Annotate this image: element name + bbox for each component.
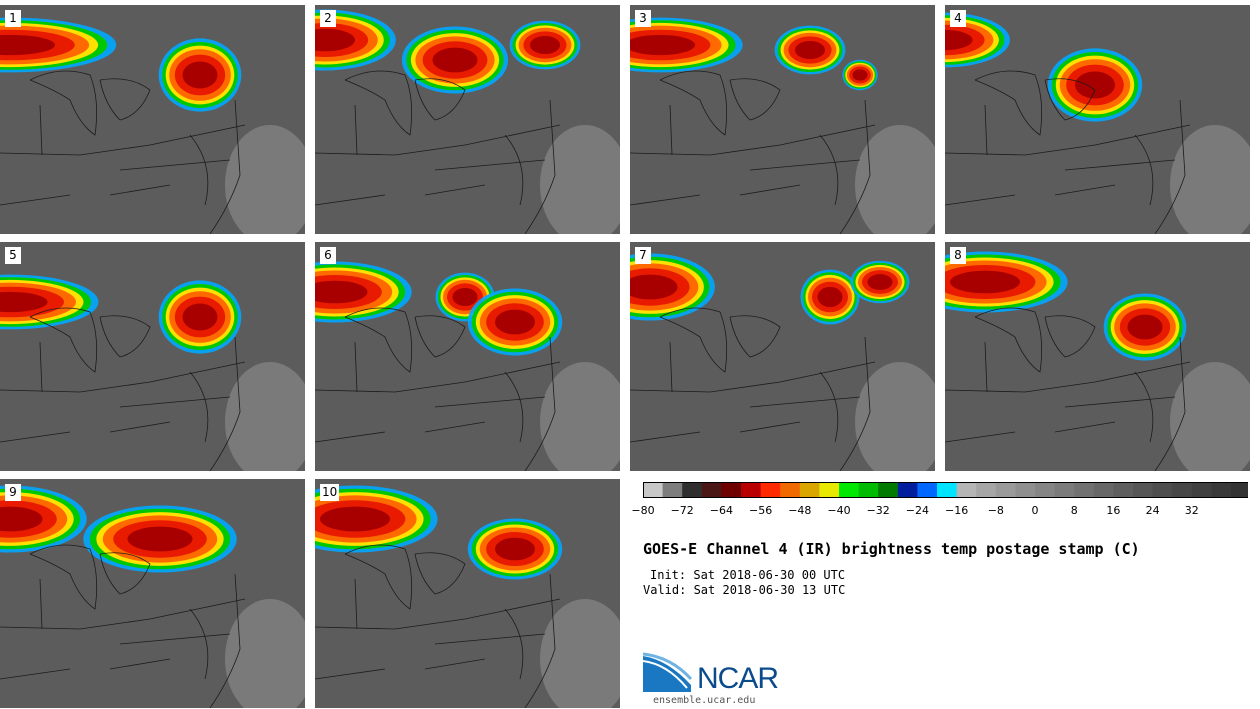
colorbar-swatch	[1113, 482, 1134, 498]
colorbar-swatch	[1093, 482, 1114, 498]
ensemble-member-panel-1: 1	[0, 5, 305, 234]
panel-number: 3	[635, 10, 651, 27]
ir-satellite-image	[630, 5, 935, 234]
colorbar-tick-label: −72	[670, 504, 694, 517]
colorbar-tick-labels: −80 −72 −64 −56 −48 −40 −32 −24 −16 −8 0 8 16 24 32	[631, 504, 1253, 518]
colorbar-swatch	[956, 482, 977, 498]
colorbar-swatch	[897, 482, 918, 498]
colorbar-tick-label: 16	[1106, 504, 1121, 517]
colorbar-swatch	[799, 482, 820, 498]
colorbar-tick-label: −24	[905, 504, 929, 517]
panel-number: 10	[320, 484, 340, 501]
ir-satellite-image	[945, 5, 1250, 234]
ensemble-member-panel-4: 4	[945, 5, 1250, 234]
ensemble-member-panel-6: 6	[315, 242, 620, 471]
colorbar-swatch	[721, 482, 742, 498]
ensemble-member-panel-2: 2	[315, 5, 620, 234]
colorbar-swatch	[1015, 482, 1036, 498]
colorbar-swatch	[760, 482, 781, 498]
colorbar-swatch	[937, 482, 958, 498]
panel-number: 9	[5, 484, 21, 501]
ensemble-member-panel-3: 3	[630, 5, 935, 234]
colorbar-swatch	[917, 482, 938, 498]
colorbar-swatch	[1074, 482, 1095, 498]
colorbar-swatch	[878, 482, 899, 498]
colorbar-swatch	[1054, 482, 1075, 498]
ensemble-member-panel-5: 5	[0, 242, 305, 471]
panel-number: 2	[320, 10, 336, 27]
colorbar-tick-label: −80	[631, 504, 655, 517]
colorbar-tick-label: 8	[1070, 504, 1078, 517]
ir-satellite-image	[315, 242, 620, 471]
colorbar-swatch	[1133, 482, 1154, 498]
colorbar-tick-label: −40	[827, 504, 851, 517]
init-time: Init: Sat 2018-06-30 00 UTC	[650, 568, 846, 582]
colorbar-swatch	[662, 482, 683, 498]
valid-time: Valid: Sat 2018-06-30 13 UTC	[643, 583, 846, 597]
temperature-colorbar	[643, 482, 1248, 498]
ir-satellite-image	[630, 242, 935, 471]
panel-number: 6	[320, 247, 336, 264]
colorbar-tick-label: −16	[944, 504, 969, 517]
colorbar-swatch	[643, 482, 664, 498]
ncar-logo-text: NCAR	[697, 662, 779, 695]
colorbar-tick-label: 24	[1145, 504, 1160, 517]
colorbar-tick-label: −32	[866, 504, 890, 517]
ensemble-member-panel-9: 9	[0, 479, 305, 708]
ir-satellite-image	[0, 242, 305, 471]
ensemble-member-panel-7: 7	[630, 242, 935, 471]
colorbar-tick-label: −56	[748, 504, 773, 517]
colorbar-swatch	[1231, 482, 1248, 498]
colorbar-swatch	[976, 482, 997, 498]
colorbar-swatch	[819, 482, 840, 498]
colorbar-tick-label: −48	[788, 504, 812, 517]
panel-number: 7	[635, 247, 651, 264]
ir-satellite-image	[315, 5, 620, 234]
colorbar-swatch	[1211, 482, 1232, 498]
ir-satellite-image	[0, 479, 305, 708]
colorbar-swatch	[995, 482, 1016, 498]
panel-number: 1	[5, 10, 21, 27]
colorbar-swatch	[780, 482, 801, 498]
colorbar-swatch	[1152, 482, 1173, 498]
colorbar-swatch	[839, 482, 860, 498]
ensemble-member-panel-8: 8	[945, 242, 1250, 471]
ir-satellite-image	[945, 242, 1250, 471]
colorbar-swatch	[858, 482, 879, 498]
ir-satellite-image	[315, 479, 620, 708]
colorbar-swatch	[1172, 482, 1193, 498]
colorbar-swatch	[741, 482, 762, 498]
colorbar-tick-label: 0	[1031, 504, 1039, 517]
colorbar-swatch	[1191, 482, 1212, 498]
colorbar-swatch	[682, 482, 703, 498]
panel-number: 5	[5, 247, 21, 264]
colorbar-tick-label: −8	[987, 504, 1004, 517]
colorbar-tick-label: −64	[709, 504, 733, 517]
ensemble-member-panel-10: 10	[315, 479, 620, 708]
site-url: ensemble.ucar.edu	[653, 695, 756, 706]
colorbar-swatch	[701, 482, 722, 498]
chart-title: GOES-E Channel 4 (IR) brightness temp po…	[643, 540, 1140, 558]
ir-satellite-image	[0, 5, 305, 234]
panel-number: 8	[950, 247, 966, 264]
panel-number: 4	[950, 10, 966, 27]
colorbar-swatch	[1035, 482, 1056, 498]
ncar-logo	[643, 652, 693, 692]
colorbar-tick-label: 32	[1184, 504, 1199, 517]
